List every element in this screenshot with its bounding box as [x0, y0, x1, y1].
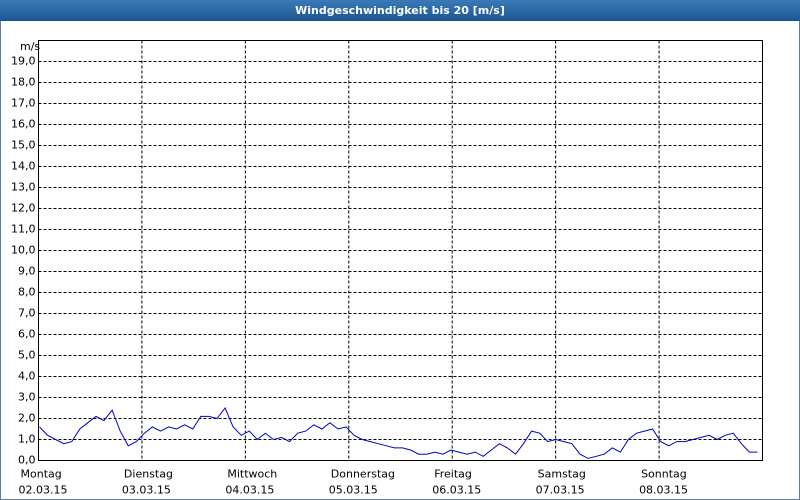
y-tick-label: 17,0 — [11, 97, 36, 110]
x-tick-label: Dienstag — [124, 468, 173, 481]
x-tick-label: Donnerstag — [331, 468, 395, 481]
y-tick-label: 16,0 — [11, 118, 36, 131]
y-tick-label: 9,0 — [18, 265, 36, 278]
x-tick-label: Montag — [21, 468, 62, 481]
x-tick-label: Freitag — [434, 468, 472, 481]
x-tick-label: 08.03.15 — [639, 484, 688, 497]
y-tick-label: 10,0 — [11, 244, 36, 257]
x-tick-label: Samstag — [538, 468, 586, 481]
x-tick-label: Sonntag — [641, 468, 687, 481]
title-bar — [0, 0, 800, 21]
x-tick-label: 07.03.15 — [536, 484, 585, 497]
y-tick-label: 5,0 — [18, 349, 36, 362]
y-tick-label: 19,0 — [11, 55, 36, 68]
y-tick-label: 18,0 — [11, 76, 36, 89]
y-tick-label: 14,0 — [11, 160, 36, 173]
chart-title: Windgeschwindigkeit bis 20 [m/s] — [295, 4, 505, 17]
y-tick-label: 7,0 — [18, 307, 36, 320]
x-tick-label: 05.03.15 — [329, 484, 378, 497]
y-unit: m/s — [20, 40, 40, 53]
y-tick-label: 12,0 — [11, 202, 36, 215]
x-tick-label: 04.03.15 — [225, 484, 274, 497]
y-tick-label: 4,0 — [18, 370, 36, 383]
y-tick-label: 8,0 — [18, 286, 36, 299]
y-tick-label: 1,0 — [18, 433, 36, 446]
wind-line — [39, 407, 758, 459]
y-tick-label: 11,0 — [11, 223, 36, 236]
y-tick-label: 0,0 — [18, 454, 36, 467]
y-tick-label: 13,0 — [11, 181, 36, 194]
y-tick-label: 2,0 — [18, 412, 36, 425]
x-tick-label: 02.03.15 — [19, 484, 68, 497]
y-tick-label: 6,0 — [18, 328, 36, 341]
x-tick-label: 03.03.15 — [122, 484, 171, 497]
y-tick-label: 3,0 — [18, 391, 36, 404]
y-tick-label: 15,0 — [11, 139, 36, 152]
x-tick-label: Mittwoch — [227, 468, 277, 481]
x-tick-label: 06.03.15 — [432, 484, 481, 497]
